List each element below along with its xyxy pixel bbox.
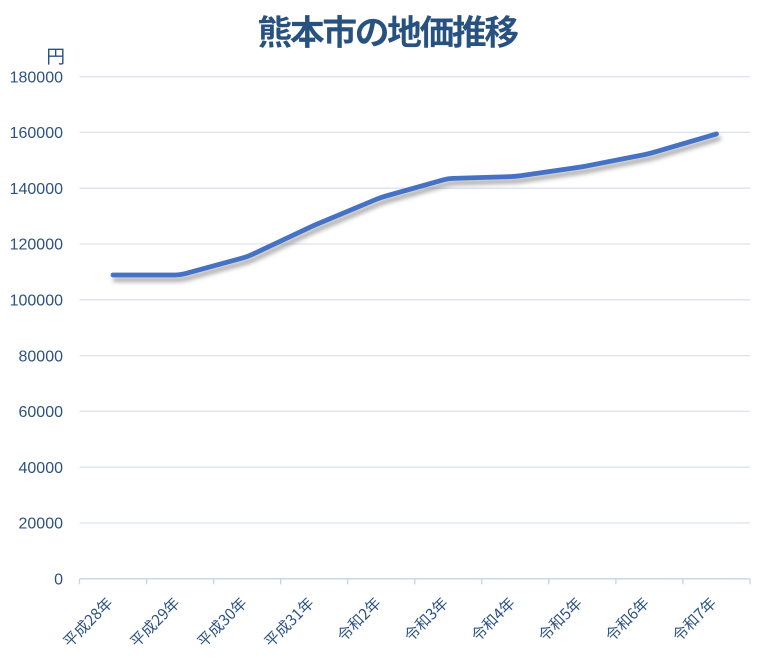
svg-text:20000: 20000: [19, 516, 64, 533]
svg-text:40000: 40000: [19, 460, 64, 477]
svg-text:100000: 100000: [10, 293, 63, 310]
svg-text:180000: 180000: [10, 69, 63, 86]
svg-text:80000: 80000: [19, 348, 64, 365]
svg-text:140000: 140000: [10, 181, 63, 198]
svg-text:160000: 160000: [10, 125, 63, 142]
svg-text:60000: 60000: [19, 404, 64, 421]
svg-text:120000: 120000: [10, 237, 63, 254]
svg-text:0: 0: [54, 572, 63, 589]
